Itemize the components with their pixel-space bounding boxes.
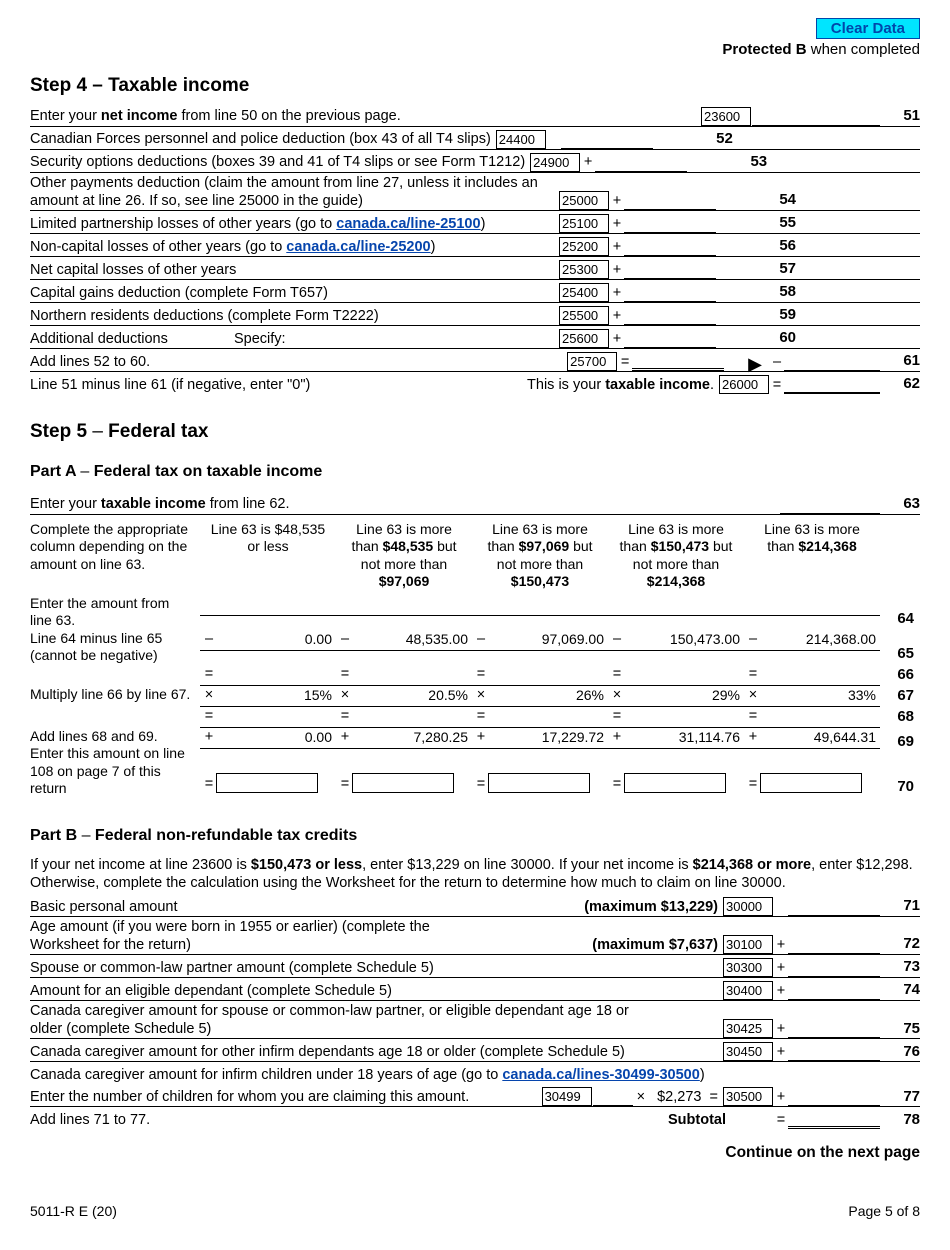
bracket-table: Complete the appropriate column dependin… — [30, 521, 920, 798]
line-57: Net capital losses of other years 25300 … — [30, 257, 920, 280]
part-b-heading: Part B – Federal non-refundable tax cred… — [30, 826, 920, 846]
line-56: Non-capital losses of other years (go to… — [30, 234, 920, 257]
input-25200[interactable] — [624, 237, 716, 256]
step5-heading: Step 5 – Federal tax — [30, 420, 920, 444]
line-62: Line 51 minus line 61 (if negative, ente… — [30, 372, 920, 394]
step4-heading: Step 4 – Taxable income — [30, 74, 920, 98]
input-25300[interactable] — [624, 260, 716, 279]
input-30300[interactable] — [788, 958, 880, 977]
line-72: Age amount (if you were born in 1955 or … — [30, 917, 920, 955]
input-70-c4[interactable] — [624, 773, 726, 793]
line-75: Canada caregiver amount for spouse or co… — [30, 1001, 920, 1039]
input-63[interactable] — [780, 495, 880, 514]
code-30000: 30000 — [723, 897, 773, 916]
code-25400: 25400 — [559, 283, 609, 302]
code-24400: 24400 — [496, 130, 546, 149]
code-30450: 30450 — [723, 1042, 773, 1061]
subtotal-78 — [788, 1108, 880, 1129]
code-30400: 30400 — [723, 981, 773, 1000]
line-76: Canada caregiver amount for other infirm… — [30, 1039, 920, 1062]
code-25000: 25000 — [559, 191, 609, 210]
input-30500[interactable] — [788, 1087, 880, 1106]
input-30499[interactable] — [593, 1087, 633, 1106]
line-58: Capital gains deduction (complete Form T… — [30, 280, 920, 303]
line-60: Additional deductions Specify: 25600 + 6… — [30, 326, 920, 349]
input-24900[interactable] — [595, 153, 687, 172]
line-77b: Enter the number of children for whom yo… — [30, 1084, 920, 1107]
line-54: Other payments deduction (claim the amou… — [30, 173, 920, 211]
input-25600[interactable] — [624, 329, 716, 348]
input-30425[interactable] — [788, 1019, 880, 1038]
form-id: 5011-R E (20) — [30, 1203, 117, 1221]
code-30500: 30500 — [723, 1087, 773, 1106]
subtotal-25700 — [632, 350, 724, 371]
code-25700: 25700 — [567, 352, 617, 371]
input-25500[interactable] — [624, 306, 716, 325]
arrow-icon: ▶ — [724, 357, 770, 371]
continue-label: Continue on the next page — [30, 1143, 920, 1162]
code-25100: 25100 — [559, 214, 609, 233]
line-53: Security options deductions (boxes 39 an… — [30, 150, 920, 173]
clear-data-button[interactable]: Clear Data — [816, 18, 920, 39]
input-70-c2[interactable] — [352, 773, 454, 793]
code-25300: 25300 — [559, 260, 609, 279]
line-55: Limited partnership losses of other year… — [30, 211, 920, 234]
line-59: Northern residents deductions (complete … — [30, 303, 920, 326]
code-25500: 25500 — [559, 306, 609, 325]
code-25200: 25200 — [559, 237, 609, 256]
page-number: Page 5 of 8 — [848, 1203, 920, 1221]
input-70-c1[interactable] — [216, 773, 318, 793]
line-61: Add lines 52 to 60. 25700 = ▶ – 61 — [30, 349, 920, 372]
line-51: Enter your net income from line 50 on th… — [30, 104, 920, 127]
line-73: Spouse or common-law partner amount (com… — [30, 955, 920, 978]
link-25100[interactable]: canada.ca/line-25100 — [336, 216, 480, 232]
input-30000[interactable] — [788, 897, 880, 916]
input-24400[interactable] — [561, 130, 653, 149]
part-b-intro: If your net income at line 23600 is $150… — [30, 856, 920, 892]
code-30100: 30100 — [723, 935, 773, 954]
input-23600[interactable] — [752, 107, 880, 126]
code-25600: 25600 — [559, 329, 609, 348]
code-26000: 26000 — [719, 375, 769, 394]
line-77a: Canada caregiver amount for infirm child… — [30, 1062, 920, 1084]
input-25000[interactable] — [624, 191, 716, 210]
input-25100[interactable] — [624, 214, 716, 233]
part-a-heading: Part A – Federal tax on taxable income — [30, 462, 920, 482]
code-30300: 30300 — [723, 958, 773, 977]
code-30499: 30499 — [542, 1087, 592, 1106]
line-63: Enter your taxable income from line 62. … — [30, 492, 920, 515]
input-70-c5[interactable] — [760, 773, 862, 793]
input-30100[interactable] — [788, 935, 880, 954]
input-30400[interactable] — [788, 981, 880, 1000]
input-25400[interactable] — [624, 283, 716, 302]
line-78: Add lines 71 to 77. Subtotal = 78 — [30, 1107, 920, 1129]
line-52: Canadian Forces personnel and police ded… — [30, 127, 920, 150]
line-71: Basic personal amount (maximum $13,229) … — [30, 894, 920, 917]
input-70-c3[interactable] — [488, 773, 590, 793]
line-74: Amount for an eligible dependant (comple… — [30, 978, 920, 1001]
input-30450[interactable] — [788, 1042, 880, 1061]
input-61-carry[interactable] — [784, 352, 880, 371]
code-30425: 30425 — [723, 1019, 773, 1038]
link-30499[interactable]: canada.ca/lines-30499-30500 — [502, 1067, 700, 1083]
link-25200[interactable]: canada.ca/line-25200 — [286, 239, 430, 255]
protected-b-label: Protected B when completed — [722, 41, 920, 60]
code-24900: 24900 — [530, 153, 580, 172]
code-23600: 23600 — [701, 107, 751, 126]
input-26000[interactable] — [784, 374, 880, 394]
